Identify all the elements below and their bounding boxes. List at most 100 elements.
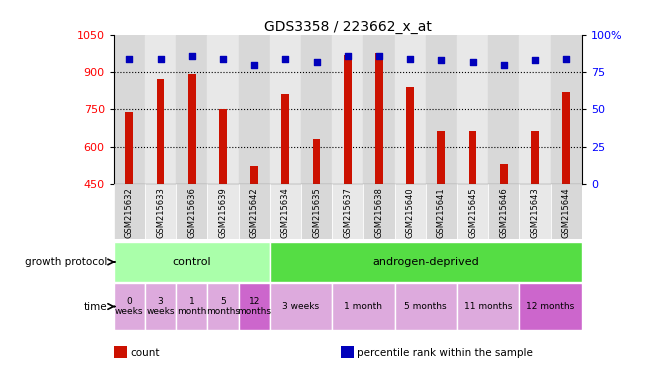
Point [311, 58, 322, 65]
Bar [488, 35, 519, 184]
Text: GSM215637: GSM215637 [343, 187, 352, 238]
Bar [176, 283, 207, 330]
Bar [301, 35, 332, 184]
Bar [145, 283, 176, 330]
Bar [469, 131, 476, 184]
Bar [145, 35, 176, 184]
Text: GSM215635: GSM215635 [312, 187, 321, 238]
Text: 3
weeks: 3 weeks [146, 297, 175, 316]
Bar [363, 184, 395, 239]
Point [405, 55, 415, 61]
Text: GSM215641: GSM215641 [437, 187, 446, 238]
Bar [426, 184, 457, 239]
Bar [519, 184, 551, 239]
Bar [426, 35, 457, 184]
Point [124, 55, 135, 61]
Text: GSM215633: GSM215633 [156, 187, 165, 238]
Bar [363, 35, 395, 184]
Bar [395, 35, 426, 184]
Text: GSM215646: GSM215646 [499, 187, 508, 238]
Point [374, 53, 384, 59]
Bar [519, 35, 551, 184]
Text: androgen-deprived: androgen-deprived [372, 257, 479, 267]
Bar [562, 92, 570, 184]
Text: 12 months: 12 months [526, 302, 575, 311]
Bar [457, 184, 488, 239]
Point [561, 55, 571, 61]
Bar [239, 35, 270, 184]
Text: 3 weeks: 3 weeks [282, 302, 320, 311]
Point [530, 57, 540, 63]
Bar [114, 184, 145, 239]
Bar [207, 35, 239, 184]
Bar [114, 283, 145, 330]
Bar [406, 87, 414, 184]
Text: 5
months: 5 months [206, 297, 240, 316]
Bar [270, 184, 301, 239]
Bar [281, 94, 289, 184]
Point [249, 61, 259, 68]
Bar [332, 283, 395, 330]
Bar [125, 112, 133, 184]
Text: percentile rank within the sample: percentile rank within the sample [358, 348, 534, 358]
Bar [114, 242, 270, 282]
Text: GSM215645: GSM215645 [468, 187, 477, 238]
Text: GSM215638: GSM215638 [374, 187, 384, 238]
Bar [395, 283, 457, 330]
Bar [437, 131, 445, 184]
Bar [176, 35, 207, 184]
Text: GSM215642: GSM215642 [250, 187, 259, 238]
Bar [239, 283, 270, 330]
Bar [145, 184, 176, 239]
Text: 12
months: 12 months [237, 297, 271, 316]
Point [187, 53, 197, 59]
Point [436, 57, 447, 63]
Bar [551, 35, 582, 184]
Bar [207, 184, 239, 239]
Point [343, 53, 353, 59]
Text: 5 months: 5 months [404, 302, 447, 311]
Text: 0
weeks: 0 weeks [115, 297, 144, 316]
Bar [519, 283, 582, 330]
Bar [344, 55, 352, 184]
Bar [332, 35, 363, 184]
Point [280, 55, 291, 61]
Text: control: control [172, 257, 211, 267]
Point [155, 55, 166, 61]
Point [467, 58, 478, 65]
Bar [301, 184, 332, 239]
Text: GSM215640: GSM215640 [406, 187, 415, 238]
Text: count: count [130, 348, 159, 358]
Bar [457, 35, 488, 184]
Title: GDS3358 / 223662_x_at: GDS3358 / 223662_x_at [264, 20, 432, 33]
Bar [375, 53, 383, 184]
Bar [207, 283, 239, 330]
Text: time: time [84, 301, 107, 311]
Text: GSM215644: GSM215644 [562, 187, 571, 238]
Bar [157, 79, 164, 184]
Text: growth protocol: growth protocol [25, 257, 107, 267]
Point [218, 55, 228, 61]
Text: 11 months: 11 months [464, 302, 512, 311]
Bar [239, 184, 270, 239]
Bar [270, 283, 332, 330]
Bar [270, 242, 582, 282]
Bar [114, 35, 145, 184]
Bar [531, 131, 539, 184]
Bar [219, 109, 227, 184]
Point [499, 61, 509, 68]
Bar [500, 164, 508, 184]
Bar [488, 184, 519, 239]
Bar [332, 184, 363, 239]
Text: 1
month: 1 month [177, 297, 207, 316]
Bar [313, 139, 320, 184]
Bar [188, 74, 196, 184]
Bar [551, 184, 582, 239]
Bar [250, 166, 258, 184]
Text: 1 month: 1 month [344, 302, 382, 311]
Text: GSM215632: GSM215632 [125, 187, 134, 238]
Text: GSM215636: GSM215636 [187, 187, 196, 238]
Text: GSM215639: GSM215639 [218, 187, 227, 238]
Bar [270, 35, 301, 184]
Bar [457, 283, 519, 330]
